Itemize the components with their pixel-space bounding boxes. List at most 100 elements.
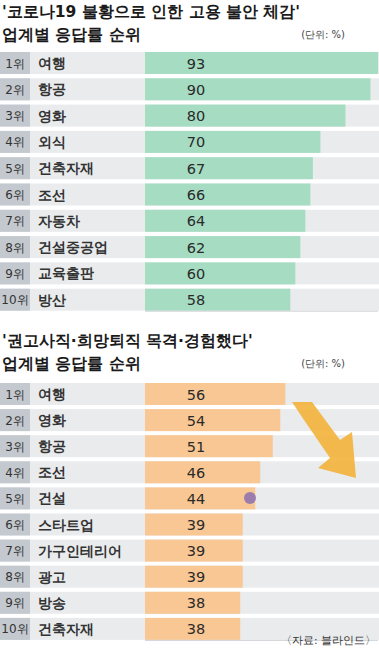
- rank-box: [0, 540, 30, 562]
- unit-note: (단위: %): [301, 29, 345, 40]
- data-label: 93: [187, 56, 205, 72]
- rank-label: 4위: [5, 466, 25, 480]
- data-label: 90: [187, 82, 205, 98]
- source-note: 〈자료: 블라인드〉: [281, 634, 376, 646]
- row-band: [0, 487, 379, 509]
- rank-box: [0, 236, 30, 258]
- rank-box: [0, 618, 30, 640]
- row-band: [0, 514, 379, 536]
- down-arrow: [292, 402, 356, 478]
- data-label: 62: [187, 240, 205, 256]
- labels: 1위여행932위항공903위영화804위외식705위건축자재676위조선667위…: [1, 55, 205, 308]
- data-label: 51: [187, 439, 205, 455]
- rank-box: [0, 487, 30, 509]
- category-label: 건설중공업: [38, 239, 108, 255]
- chart-1: '권고사직·희망퇴직 목격·경험했다'업계별 응답률 순위(단위: %)1위여행…: [0, 332, 379, 640]
- row-band: [0, 566, 379, 588]
- category-label: 방산: [38, 292, 66, 308]
- rank-box: [0, 514, 30, 536]
- data-label: 54: [187, 413, 205, 429]
- rank-label: 9위: [5, 267, 25, 281]
- chart-canvas: '코로나19 불황으로 인한 고용 불안 체감' 업계별 응답률 순위 (단위: %…: [0, 0, 379, 648]
- subtitle: 업계별 응답률 순위: [2, 26, 141, 44]
- rank-label: 8위: [5, 241, 25, 255]
- category-label: 조선: [38, 187, 66, 203]
- category-label: 영화: [38, 412, 66, 428]
- bar: [145, 289, 290, 311]
- row-band: [0, 131, 379, 153]
- data-label: 60: [187, 266, 205, 282]
- category-label: 여행: [38, 55, 66, 71]
- rank-box: [0, 105, 30, 127]
- virus-icon: [244, 492, 256, 504]
- rank-box: [0, 78, 30, 100]
- category-label: 건축자재: [38, 160, 94, 176]
- rank-box: [0, 131, 30, 153]
- category-label: 스타트업: [38, 517, 94, 533]
- row-band: [0, 289, 379, 311]
- bar: [145, 487, 255, 509]
- rank-label: 4위: [5, 135, 25, 149]
- bars: [145, 52, 378, 311]
- row-band: [0, 592, 379, 614]
- row-band: [0, 184, 379, 206]
- category-label: 항공: [38, 438, 66, 454]
- row-band: [0, 157, 379, 179]
- bar: [145, 210, 305, 232]
- category-label: 가구인테리어: [38, 543, 122, 559]
- bar: [145, 461, 260, 483]
- rank-box: [0, 210, 30, 232]
- row-band: [0, 210, 379, 232]
- rank-box: [0, 184, 30, 206]
- rank-box: [0, 592, 30, 614]
- data-label: 44: [187, 491, 205, 507]
- rank-label: 5위: [5, 492, 25, 506]
- rank-box: [0, 435, 30, 457]
- data-label: 56: [187, 387, 205, 403]
- bar: [145, 262, 295, 284]
- rank-label: 2위: [5, 414, 25, 428]
- row-band: [0, 262, 379, 284]
- chart-0: '코로나19 불황으로 인한 고용 불안 체감' 업계별 응답률 순위 (단위: %…: [0, 3, 379, 311]
- rank-label: 1위: [5, 388, 25, 402]
- category-label: 건설: [38, 490, 66, 506]
- data-label: 39: [187, 543, 205, 559]
- row-band: [0, 105, 379, 127]
- bar: [145, 78, 370, 100]
- bars: [145, 383, 285, 640]
- data-label: 70: [187, 134, 205, 150]
- rank-label: 5위: [5, 162, 25, 176]
- bar: [145, 618, 240, 640]
- category-label: 조선: [38, 464, 66, 480]
- row-bands: [0, 383, 379, 640]
- row-band: [0, 383, 379, 405]
- bar: [145, 105, 345, 127]
- title: '코로나19 불황으로 인한 고용 불안 체감': [2, 3, 300, 21]
- subtitle: 업계별 응답률 순위: [2, 355, 141, 373]
- data-label: 66: [187, 187, 205, 203]
- rank-label: 6위: [5, 188, 25, 202]
- rank-label: 6위: [5, 518, 25, 532]
- category-label: 자동차: [38, 213, 80, 229]
- data-label: 67: [187, 161, 205, 177]
- category-label: 영화: [38, 108, 66, 124]
- data-label: 64: [187, 213, 205, 229]
- category-label: 교육출판: [38, 265, 94, 281]
- labels: 1위여행562위영화543위항공514위조선465위건설446위스타트업397위…: [1, 386, 205, 637]
- rank-label: 2위: [5, 83, 25, 97]
- rank-box: [0, 262, 30, 284]
- bar: [145, 514, 243, 536]
- data-label: 58: [187, 292, 205, 308]
- rank-label: 1위: [5, 57, 25, 71]
- bar: [145, 184, 310, 206]
- category-label: 항공: [38, 81, 66, 97]
- illustration: [244, 402, 356, 504]
- row-band: [0, 540, 379, 562]
- bar: [145, 409, 280, 431]
- row-band: [0, 236, 379, 258]
- rank-box: [0, 566, 30, 588]
- bar: [145, 435, 273, 457]
- rank-label: 3위: [5, 440, 25, 454]
- rank-label: 3위: [5, 109, 25, 123]
- title: '권고사직·희망퇴직 목격·경험했다': [2, 332, 253, 350]
